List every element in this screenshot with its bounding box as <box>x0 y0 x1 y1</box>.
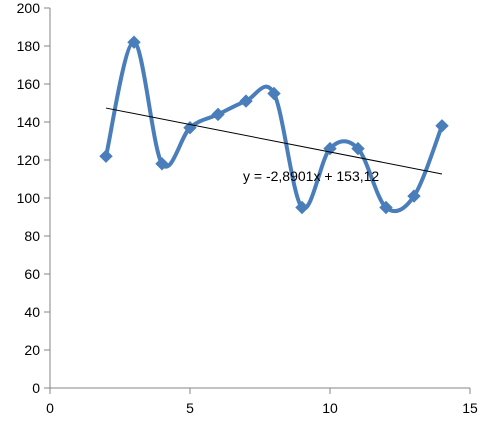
y-tick-label: 60 <box>24 266 40 282</box>
x-ticks: 0 5 10 15 <box>46 388 478 416</box>
y-tick-label: 40 <box>24 304 40 320</box>
y-tick-label: 80 <box>24 228 40 244</box>
data-point <box>99 149 113 163</box>
x-tick-label: 15 <box>462 400 478 416</box>
y-tick-label: 120 <box>17 152 41 168</box>
trendline <box>105 107 443 175</box>
y-tick-label: 160 <box>17 76 41 92</box>
data-point <box>295 200 309 215</box>
y-tick-label: 0 <box>32 380 40 396</box>
x-tick-label: 0 <box>46 400 54 416</box>
series-line <box>104 40 444 213</box>
y-ticks: 0 20 40 60 80 100 120 140 160 180 200 <box>17 0 50 396</box>
data-point <box>211 107 225 122</box>
series-layer <box>99 35 449 215</box>
data-point <box>435 119 449 133</box>
data-point <box>379 200 393 215</box>
y-tick-label: 200 <box>17 0 41 16</box>
trendline-equation: y = -2,8901x + 153,12 <box>243 168 379 184</box>
data-point <box>155 157 169 171</box>
x-tick-label: 10 <box>322 400 338 416</box>
axes <box>49 8 470 389</box>
x-tick-label: 5 <box>186 400 194 416</box>
data-point <box>239 94 253 108</box>
y-tick-label: 100 <box>17 190 41 206</box>
data-point <box>267 86 281 101</box>
y-tick-label: 140 <box>17 114 41 130</box>
y-tick-label: 180 <box>17 38 41 54</box>
y-tick-label: 20 <box>24 342 40 358</box>
data-point <box>407 189 421 203</box>
data-point <box>127 35 141 49</box>
data-points <box>99 35 449 215</box>
data-point <box>351 141 365 156</box>
